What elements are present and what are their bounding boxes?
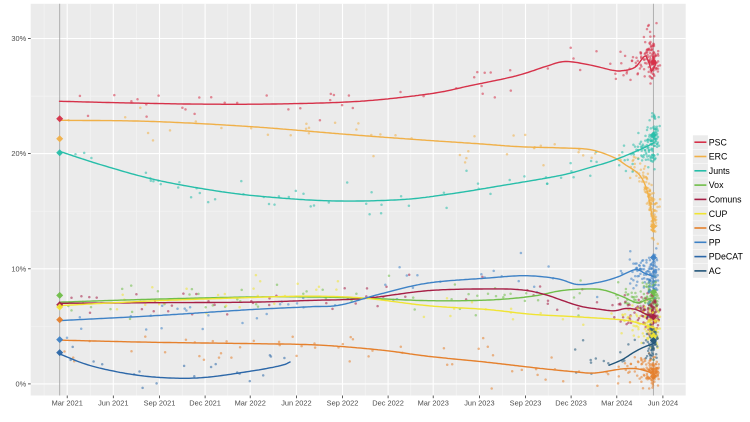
svg-text:PP: PP (709, 237, 721, 247)
svg-text:CS: CS (709, 223, 721, 233)
svg-text:Jun 2021: Jun 2021 (98, 399, 128, 408)
svg-text:Junts: Junts (709, 166, 731, 176)
svg-text:PSC: PSC (709, 137, 728, 147)
svg-text:Jun 2023: Jun 2023 (464, 399, 494, 408)
svg-text:Mar 2021: Mar 2021 (52, 399, 83, 408)
svg-text:Dec 2021: Dec 2021 (189, 399, 221, 408)
svg-text:20%: 20% (11, 149, 26, 158)
svg-text:Vox: Vox (709, 180, 724, 190)
svg-text:0%: 0% (16, 380, 27, 389)
svg-text:Dec 2022: Dec 2022 (372, 399, 404, 408)
svg-text:30%: 30% (11, 34, 26, 43)
svg-text:Jun 2024: Jun 2024 (648, 399, 678, 408)
svg-text:Jun 2022: Jun 2022 (281, 399, 311, 408)
svg-text:Mar 2024: Mar 2024 (601, 399, 632, 408)
svg-text:10%: 10% (11, 264, 26, 273)
svg-text:PDeCAT: PDeCAT (709, 252, 744, 262)
svg-text:Dec 2023: Dec 2023 (555, 399, 587, 408)
svg-text:Sep 2021: Sep 2021 (144, 399, 176, 408)
svg-text:CUP: CUP (709, 209, 728, 219)
svg-text:Comuns: Comuns (709, 195, 742, 205)
svg-text:Mar 2023: Mar 2023 (418, 399, 449, 408)
svg-text:Sep 2023: Sep 2023 (510, 399, 542, 408)
svg-text:ERC: ERC (709, 152, 728, 162)
svg-text:Sep 2022: Sep 2022 (327, 399, 359, 408)
svg-text:Mar 2022: Mar 2022 (235, 399, 266, 408)
svg-text:AC: AC (709, 266, 722, 276)
